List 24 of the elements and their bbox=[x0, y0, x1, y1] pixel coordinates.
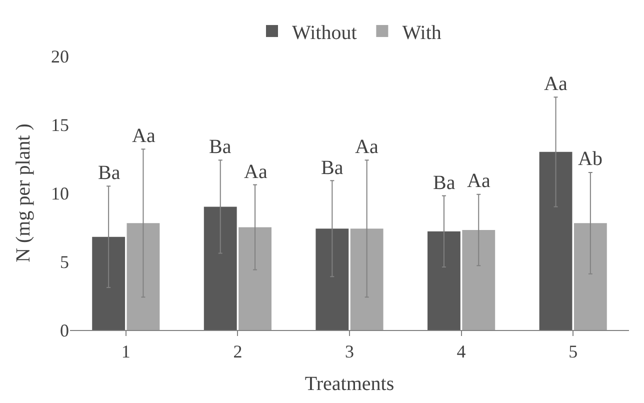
legend-label: Without bbox=[292, 22, 358, 44]
x-tick-label: 5 bbox=[568, 342, 578, 362]
annotation: Aa bbox=[132, 125, 156, 147]
y-tick-label: 0 bbox=[60, 320, 69, 340]
x-tick-label: 2 bbox=[233, 342, 242, 362]
annotation: Aa bbox=[467, 170, 490, 192]
y-tick-label: 5 bbox=[60, 252, 69, 272]
annotation: Aa bbox=[544, 73, 568, 95]
y-tick-label: 15 bbox=[51, 114, 69, 135]
annotation: Ba bbox=[209, 136, 232, 158]
annotation: Ba bbox=[321, 157, 344, 179]
y-axis-title: N (mg per plant ) bbox=[12, 124, 34, 262]
annotation: Ab bbox=[578, 148, 602, 170]
x-tick-label: 1 bbox=[121, 342, 130, 362]
y-tick-label: 10 bbox=[51, 183, 69, 204]
legend-label: With bbox=[402, 22, 442, 44]
y-tick-label: 20 bbox=[51, 46, 69, 66]
annotation: Aa bbox=[244, 161, 268, 183]
annotation: Ba bbox=[433, 172, 456, 194]
x-axis-title: Treatments bbox=[304, 373, 394, 396]
annotation: Ba bbox=[98, 162, 120, 184]
annotation: Aa bbox=[355, 136, 378, 158]
x-tick-label: 4 bbox=[456, 342, 466, 362]
x-tick-label: 3 bbox=[345, 342, 354, 362]
